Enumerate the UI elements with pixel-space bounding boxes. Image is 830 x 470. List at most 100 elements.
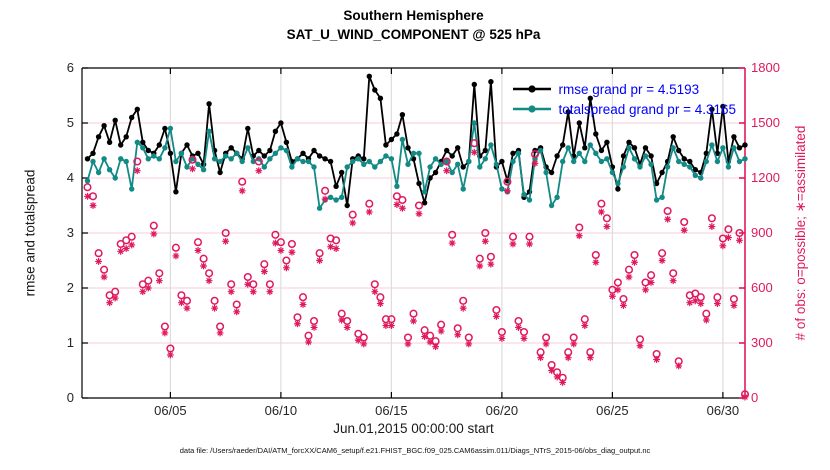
obs-assimilated-marker (487, 260, 495, 268)
rmse-marker (648, 153, 654, 159)
obs-possible-marker (414, 201, 424, 210)
left-y-tick-label: 5 (66, 115, 74, 130)
obs-assimilated-marker (531, 159, 539, 167)
x-axis-tick-label: 06/20 (485, 403, 519, 418)
obs-assimilated-marker (736, 236, 743, 244)
obs-possible-marker (127, 232, 136, 241)
obs-possible-marker (591, 250, 600, 260)
totalspread-marker (427, 164, 433, 170)
rmse-marker (742, 142, 748, 148)
totalspread-marker (725, 164, 732, 170)
rmse-marker (659, 169, 665, 176)
obs-possible-marker (83, 183, 92, 192)
obs-assimilated-marker (277, 247, 285, 254)
rmse-marker (554, 153, 560, 159)
rmse-line-swatch-icon (513, 85, 552, 93)
rmse-marker (709, 106, 715, 113)
totalspread-marker (626, 145, 632, 151)
rmse-marker (278, 120, 284, 126)
rmse-marker (676, 147, 682, 154)
totalspread-marker (521, 191, 527, 198)
rmse-marker (455, 145, 461, 151)
obs-possible-marker (398, 195, 407, 205)
rmse-marker (615, 186, 621, 192)
obs-assimilated-marker (222, 237, 230, 245)
obs-possible-marker (238, 177, 247, 186)
totalspread-marker (394, 183, 400, 189)
obs-assimilated-marker (470, 148, 478, 156)
rmse-marker (405, 145, 411, 151)
obs-assimilated-marker (299, 301, 307, 308)
rmse-marker (123, 134, 129, 140)
obs-possible-marker (188, 155, 197, 164)
obs-assimilated-marker (288, 248, 296, 256)
rmse-marker (626, 139, 632, 145)
obs-possible-marker (149, 221, 158, 230)
rmse-marker (720, 103, 726, 110)
obs-assimilated-marker (620, 302, 627, 309)
obs-assimilated-marker (410, 317, 417, 325)
obs-assimilated-marker (294, 320, 301, 328)
totalspread-marker (576, 150, 582, 156)
obs-possible-marker (647, 271, 656, 280)
totalspread-marker (361, 161, 367, 167)
obs-assimilated-marker (713, 300, 721, 307)
obs-assimilated-marker (349, 219, 357, 227)
obs-possible-marker (448, 230, 457, 239)
obs-possible-marker (171, 243, 180, 252)
rmse-marker (394, 131, 400, 137)
obs-assimilated-marker (128, 241, 136, 249)
rmse-marker (245, 125, 251, 132)
rmse-marker (327, 158, 334, 165)
totalspread-marker (593, 150, 599, 156)
totalspread-marker (631, 156, 638, 162)
rmse-marker (631, 145, 638, 151)
obs-assimilated-marker (84, 192, 91, 200)
obs-assimilated-marker (227, 288, 235, 296)
totalspread-marker (151, 153, 157, 159)
obs-assimilated-marker (415, 210, 423, 218)
obs-possible-marker (337, 309, 346, 318)
totalspread-marker (162, 145, 168, 151)
obs-assimilated-marker (200, 262, 207, 270)
totalspread-marker (112, 175, 118, 181)
obs-assimilated-marker (238, 187, 246, 195)
obs-assimilated-marker (421, 333, 428, 340)
totalspread-marker (499, 186, 505, 192)
obs-possible-marker (713, 293, 722, 302)
rmse-marker (681, 156, 687, 162)
totalspread-marker (118, 156, 124, 162)
rmse-marker (587, 95, 593, 102)
obs-possible-marker (221, 228, 230, 238)
rmse-marker (620, 153, 627, 159)
totalspread-marker (388, 156, 395, 162)
obs-assimilated-marker (686, 299, 694, 307)
rmse-marker (731, 134, 737, 140)
obs-possible-marker (707, 214, 716, 223)
totalspread-marker (692, 172, 698, 178)
obs-possible-marker (663, 206, 672, 216)
rmse-marker (195, 150, 201, 156)
totalspread-marker (372, 164, 378, 170)
totalspread-marker (145, 156, 151, 162)
rmse-marker (112, 117, 118, 124)
totalspread-marker (217, 158, 223, 165)
obs-assimilated-marker (542, 340, 550, 348)
totalspread-marker (300, 158, 306, 165)
rmse-marker (140, 139, 146, 145)
totalspread-marker (742, 156, 748, 162)
obs-assimilated-marker (172, 252, 180, 260)
obs-assimilated-marker (559, 379, 567, 386)
totalspread-marker (609, 169, 616, 176)
obs-assimilated-marker (437, 327, 445, 335)
totalspread-marker (90, 158, 96, 165)
rmse-marker (565, 109, 571, 115)
totalspread-marker (350, 158, 356, 165)
right-y-tick-label: 1800 (751, 60, 780, 75)
obs-possible-marker (729, 294, 738, 304)
rmse-marker (471, 81, 477, 88)
totalspread-marker (670, 145, 676, 151)
totalspread-marker (377, 158, 384, 165)
obs-possible-marker (580, 315, 589, 324)
totalspread-marker (228, 156, 234, 162)
